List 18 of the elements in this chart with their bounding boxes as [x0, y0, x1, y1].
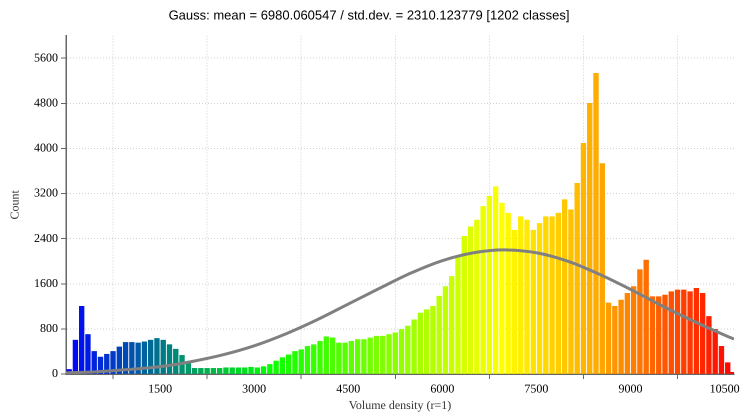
y-tick-label: 4000: [34, 140, 58, 155]
x-tick-label: 3000: [242, 381, 266, 396]
x-tick-label: 4500: [336, 381, 360, 396]
x-axis-title: Volume density (r=1): [348, 398, 452, 412]
y-tick-label: 4800: [34, 95, 58, 110]
y-tick-label: 800: [40, 321, 58, 336]
x-tick-label: 7500: [524, 381, 548, 396]
x-tick-label: 6000: [430, 381, 454, 396]
y-tick-label: 3200: [34, 186, 58, 200]
y-tick-label: 1600: [34, 276, 58, 290]
y-tick-label: 5600: [34, 50, 58, 64]
chart-title: Gauss: mean = 6980.060547 / std.dev. = 2310.123779 [1202 classes]: [168, 7, 570, 22]
y-tick-label: 0: [52, 366, 58, 380]
x-tick-label: 9000: [618, 381, 643, 396]
y-tick-label: 2400: [34, 230, 58, 245]
x-tick-label: 1500: [148, 381, 172, 396]
y-axis-title: Count: [7, 189, 22, 220]
x-tick-label: 10500: [710, 381, 740, 396]
